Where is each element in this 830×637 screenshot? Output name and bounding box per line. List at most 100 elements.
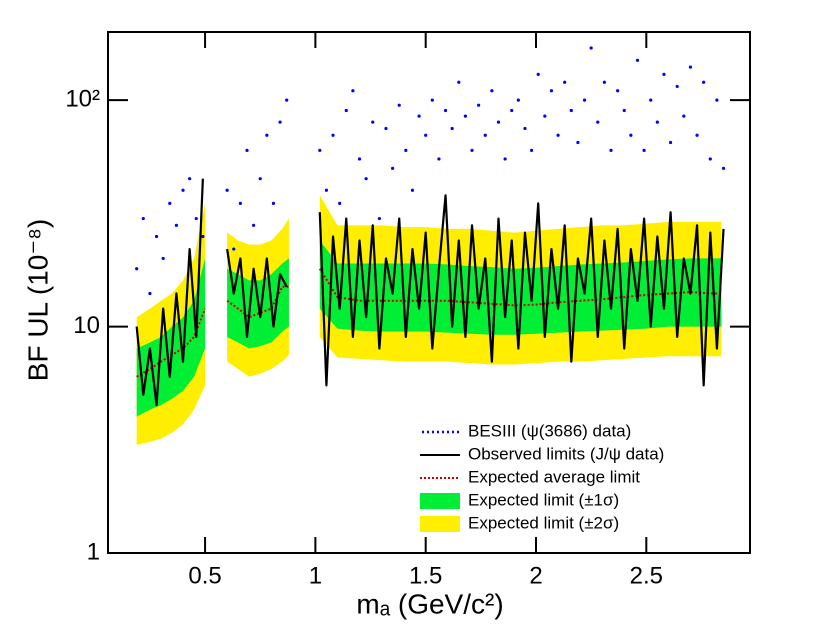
data-point: [510, 108, 514, 113]
data-point: [443, 108, 448, 113]
data-point: [324, 188, 329, 192]
data-point: [377, 216, 381, 221]
data-point: [384, 126, 388, 131]
data-point: [616, 89, 620, 93]
data-point: [483, 133, 487, 137]
data-point: [168, 201, 172, 205]
data-point: [450, 126, 454, 131]
x-tick-label: 1: [309, 562, 322, 589]
data-point: [563, 80, 567, 84]
data-point: [662, 72, 666, 76]
data-point: [194, 216, 198, 221]
legend: BESIII (ψ(3686) data) Observed limits (J/…: [420, 421, 664, 532]
data-point: [609, 148, 613, 152]
data-point: [278, 120, 282, 124]
band: [319, 240, 722, 335]
data-point: [457, 80, 461, 84]
series-line: [226, 285, 289, 319]
data-point: [582, 98, 587, 102]
data-point: [188, 177, 192, 181]
plot-frame: [107, 31, 751, 554]
data-point: [351, 89, 355, 93]
data-point: [154, 234, 159, 239]
legend-label: Expected average limit: [468, 467, 640, 486]
x-tick-label: 1.5: [409, 562, 442, 589]
legend-label: Expected limit (±2σ): [468, 513, 619, 532]
data-point: [148, 291, 152, 296]
data-point: [675, 84, 679, 89]
data-point: [161, 256, 165, 261]
data-point: [397, 103, 401, 107]
y-tick-label: 10: [73, 312, 100, 339]
series-line: [226, 248, 288, 339]
y-tick-label: 1: [87, 538, 100, 565]
data-point: [225, 188, 229, 192]
data-point: [344, 108, 348, 113]
x-tick-label: 0.5: [188, 562, 221, 589]
data-point: [602, 80, 606, 84]
data-point: [596, 120, 600, 124]
data-point: [238, 201, 242, 205]
x-tick-label: 2.5: [630, 562, 663, 589]
data-point: [252, 223, 256, 227]
y-axis-label: BF UL (10⁻⁸): [22, 219, 53, 381]
data-point: [258, 177, 262, 181]
data-point: [135, 267, 139, 271]
data-point: [569, 108, 573, 113]
data-point: [285, 98, 289, 102]
data-point: [635, 58, 640, 62]
data-point: [503, 157, 507, 161]
x-tick-label: 2: [529, 562, 542, 589]
data-point: [589, 46, 593, 50]
data-point: [404, 148, 408, 152]
data-point: [174, 223, 178, 227]
legend-swatch: [420, 493, 460, 509]
data-point: [622, 108, 626, 113]
legend-label: BESIII (ψ(3686) data): [468, 421, 631, 440]
series-line: [318, 194, 725, 387]
series-line: [135, 178, 204, 407]
x-axis-label: mₐ (GeV/c²): [356, 588, 503, 619]
data-point: [271, 201, 276, 205]
data-point: [357, 157, 362, 161]
legend-label: Expected limit (±1σ): [468, 490, 619, 509]
data-point: [629, 133, 633, 137]
data-point: [390, 166, 395, 170]
data-point: [529, 148, 534, 152]
data-point: [245, 148, 249, 152]
legend-swatch: [420, 516, 460, 532]
data-point: [424, 133, 428, 137]
data-point: [181, 188, 185, 192]
data-point: [721, 166, 726, 170]
data-point: [576, 140, 580, 145]
data-point: [470, 148, 474, 152]
data-point: [490, 89, 494, 93]
data-point: [496, 120, 501, 124]
data-point: [708, 157, 712, 161]
data-point: [201, 234, 205, 239]
data-point: [649, 98, 653, 102]
data-point: [688, 65, 693, 69]
data-point: [417, 114, 421, 118]
data-point: [364, 177, 368, 181]
data-point: [682, 114, 686, 118]
data-point: [141, 216, 145, 221]
data-point: [536, 72, 540, 76]
data-point: [477, 103, 481, 107]
data-point: [437, 157, 441, 161]
data-point: [430, 98, 434, 102]
data-point: [702, 80, 706, 84]
data-point: [318, 148, 322, 152]
data-point: [523, 126, 527, 131]
data-point: [516, 98, 520, 102]
data-point: [715, 98, 719, 102]
data-point: [642, 148, 646, 152]
data-point: [695, 133, 699, 137]
data-point: [410, 188, 415, 192]
data-point: [543, 114, 547, 118]
data-point: [463, 114, 468, 118]
legend-label: Observed limits (J/ψ data): [468, 444, 664, 463]
data-point: [338, 201, 342, 205]
